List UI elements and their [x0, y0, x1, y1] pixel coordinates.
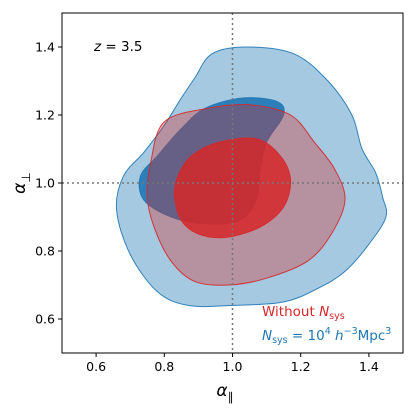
x-tick-label: 1.4 [359, 359, 379, 374]
legend-without-text: Without [262, 304, 319, 320]
y-axis-label-group: α⊥ [10, 172, 33, 194]
legend-with-mpc: Mpc [358, 328, 386, 344]
legend-with-sub: sys [272, 335, 288, 346]
y-tick-label: 1.4 [35, 40, 55, 55]
legend-with-eq: = 10 [288, 328, 325, 344]
legend-with-hexp: −3 [344, 326, 358, 337]
legend-label-without-nsys: Without Nsys [262, 304, 345, 322]
legend-with-mpcexp: 3 [385, 326, 391, 337]
legend-without-n: N [319, 304, 329, 320]
contour-without_nsys-68pct [173, 137, 292, 239]
y-tick-label: 0.8 [35, 244, 55, 259]
redshift-value: = 3.5 [101, 39, 142, 55]
x-tick-label: 0.6 [86, 359, 106, 374]
legend-label-with-nsys: Nsys = 104 h−3Mpc3 [262, 326, 391, 346]
contour-layer [115, 46, 388, 308]
x-axis-symbol: α [216, 381, 227, 401]
redshift-label: z = 3.5 [93, 39, 142, 55]
axis-ticks: 0.6 0.8 1.0 1.2 1.4 0.6 0.8 1.0 1.2 1.4 [35, 40, 379, 375]
legend-with-n: N [262, 328, 272, 344]
y-tick-label: 1.0 [35, 176, 55, 191]
x-axis-subscript: ∥ [228, 390, 234, 404]
legend-without-sub: sys [329, 311, 345, 322]
y-tick-label: 1.2 [35, 108, 55, 123]
x-tick-label: 1.2 [291, 359, 311, 374]
reference-lines [62, 13, 403, 353]
x-tick-label: 0.8 [154, 359, 174, 374]
y-axis-label: α⊥ [10, 172, 33, 194]
x-tick-label: 1.0 [223, 359, 243, 374]
y-tick-label: 0.6 [35, 312, 55, 327]
y-axis-symbol: α [10, 183, 30, 194]
legend-with-exp: 4 [325, 326, 331, 337]
legend-with-h: h [331, 328, 344, 344]
y-axis-subscript: ⊥ [19, 172, 33, 182]
x-axis-label: α∥ [216, 381, 233, 404]
redshift-symbol: z [93, 39, 102, 55]
